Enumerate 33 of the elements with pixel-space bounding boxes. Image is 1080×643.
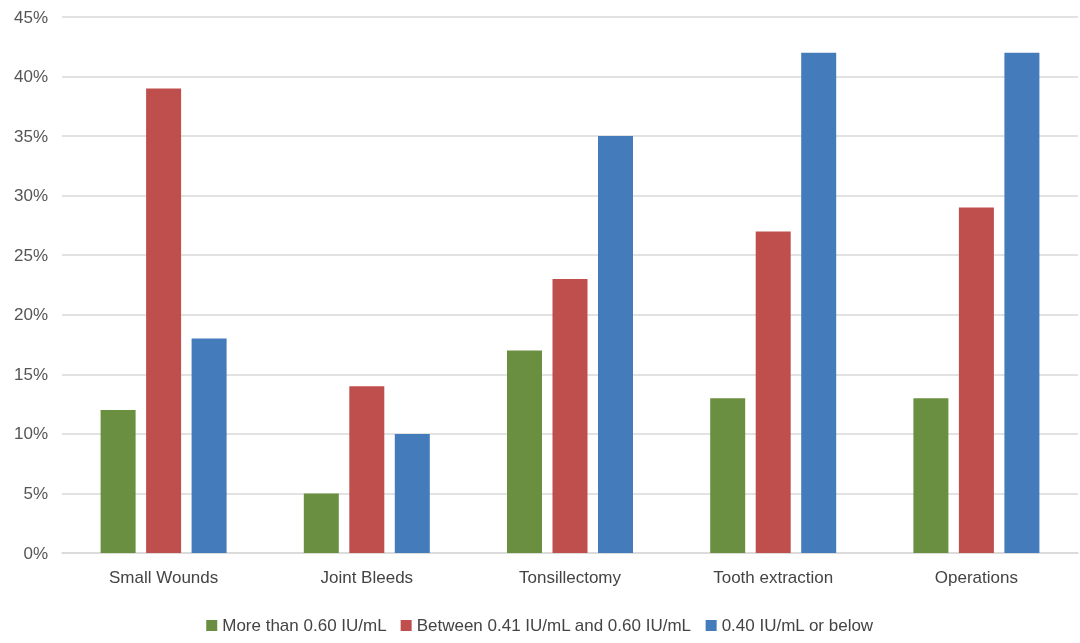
bar (1004, 52, 1040, 553)
x-tick-label: Tooth extraction (713, 568, 834, 587)
bar (100, 410, 136, 553)
y-tick-label: 25% (13, 245, 48, 265)
bar (755, 231, 791, 553)
y-tick-label: 0% (23, 543, 48, 563)
x-tick-label: Small Wounds (108, 568, 219, 587)
y-tick-label: 15% (13, 364, 48, 384)
legend-label: More than 0.60 IU/mL (222, 616, 387, 635)
bar (394, 433, 430, 553)
y-tick-label: 5% (23, 483, 48, 503)
bar (958, 207, 994, 553)
bar (507, 350, 542, 553)
x-tick-label: Joint Bleeds (320, 568, 414, 587)
y-tick-label: 45% (13, 7, 48, 27)
bar (801, 52, 837, 553)
bar (191, 338, 227, 553)
bar (710, 398, 746, 553)
y-tick-label: 10% (13, 424, 48, 444)
y-tick-label: 20% (13, 305, 48, 325)
bar (598, 136, 633, 553)
bar (913, 398, 949, 553)
y-tick-label: 30% (13, 186, 48, 206)
x-tick-label: Tonsillectomy (518, 568, 622, 587)
y-tick-label: 40% (13, 67, 48, 87)
bar (552, 279, 588, 553)
bar (303, 493, 339, 553)
y-tick-label: 35% (13, 126, 48, 146)
x-tick-label: Operations (934, 568, 1018, 587)
bar (146, 88, 182, 553)
legend-label: 0.40 IU/mL or below (721, 616, 874, 635)
legend-label: Between 0.41 IU/mL and 0.60 IU/mL (416, 616, 692, 635)
bar (349, 386, 385, 553)
